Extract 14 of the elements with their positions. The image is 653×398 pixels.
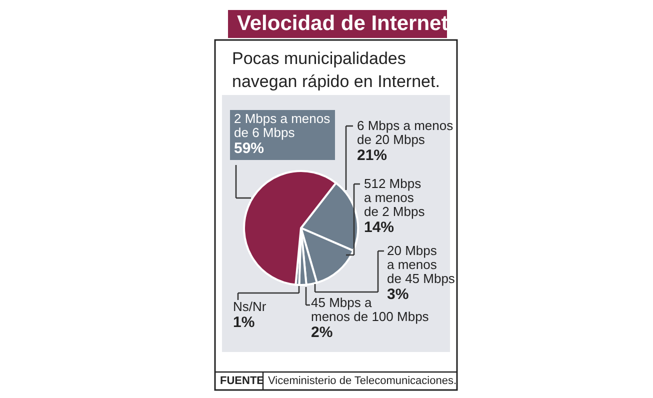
data-label: 21% <box>357 147 388 164</box>
slice-label: 20 Mbps a menos de 45 Mbps <box>387 243 456 286</box>
slice-label: 2 Mbps a menos de 6 Mbps <box>234 111 331 140</box>
chart-title: Velocidad de Internet <box>237 12 448 35</box>
text: FUENTE <box>220 375 264 387</box>
text: Viceministerio de Telecomunicaciones. <box>268 375 457 387</box>
data-label: 14% <box>364 219 394 236</box>
slice-label: 6 Mbps a menos de 20 Mbps <box>357 118 454 147</box>
slice-label: Ns/Nr <box>233 299 267 314</box>
slice-label: 512 Mbps a menos de 2 Mbps <box>364 176 426 219</box>
data-label: 1% <box>233 314 255 331</box>
data-label: 2% <box>311 324 333 341</box>
data-label: 59% <box>234 140 264 157</box>
chart-subtitle: Pocas municipalidades navegan rápido en Internet. <box>232 49 440 91</box>
